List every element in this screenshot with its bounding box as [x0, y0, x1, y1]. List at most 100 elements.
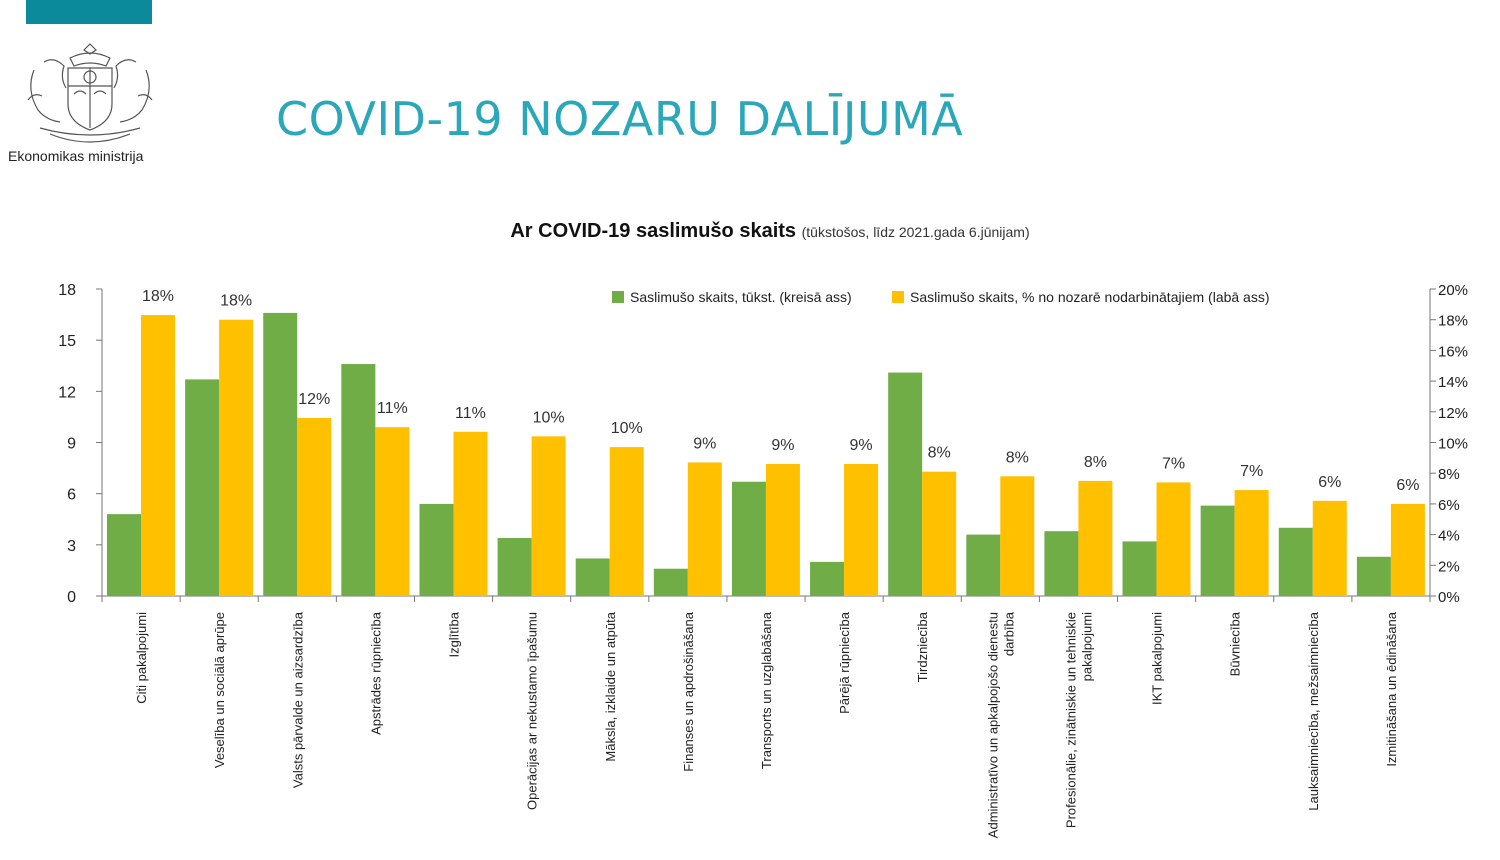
bar-infected-percent [687, 462, 722, 596]
left-tick-label: 9 [67, 436, 76, 453]
data-label-percent: 12% [298, 391, 330, 408]
bar-infected-count [1122, 541, 1157, 596]
category-label: Profesionālie, zinātniskie un tehniskie [1063, 612, 1078, 828]
bar-infected-count [966, 534, 1001, 596]
data-label-percent: 10% [533, 409, 565, 426]
right-tick-label: 0% [1438, 589, 1460, 606]
legend-swatch-infected-percent [892, 291, 904, 303]
category-label: Citi pakalpojumi [134, 612, 149, 704]
right-tick-label: 2% [1438, 558, 1460, 575]
bar-infected-count [731, 481, 766, 596]
left-tick-label: 6 [67, 487, 76, 504]
page-title: COVID-19 NOZARU DALĪJUMĀ [276, 92, 964, 146]
right-tick-label: 14% [1438, 374, 1468, 391]
bar-infected-count [185, 379, 220, 596]
data-label-percent: 11% [455, 405, 486, 422]
category-label: Pārējā rūpniecība [837, 611, 852, 714]
bar-infected-percent [1078, 480, 1113, 596]
right-tick-label: 16% [1438, 343, 1468, 360]
data-label-percent: 10% [611, 420, 643, 437]
bar-infected-percent [1390, 503, 1425, 596]
bar-infected-count [497, 538, 532, 596]
bar-infected-count [1356, 556, 1391, 596]
bar-infected-percent [219, 319, 254, 596]
category-label: Māksla, izklaide un atpūta [603, 611, 618, 761]
bar-infected-count [341, 364, 376, 596]
category-label: IKT pakalpojumi [1150, 612, 1165, 705]
bar-infected-percent [765, 463, 800, 596]
data-label-percent: 8% [928, 445, 951, 462]
legend-label-infected-count: Saslimušo skaits, tūkst. (kreisā ass) [630, 289, 852, 305]
right-tick-label: 4% [1438, 528, 1460, 545]
category-label: darbība [1001, 611, 1016, 656]
bar-infected-percent [844, 463, 879, 596]
bar-infected-percent [1156, 482, 1191, 596]
category-label: Veselība un sociālā aprūpe [212, 612, 227, 768]
bar-infected-count [888, 372, 923, 596]
bar-infected-percent [297, 417, 332, 596]
category-label: Valsts pārvalde un aizsardzība [290, 611, 305, 788]
legend-label-infected-percent: Saslimušo skaits, % no nozarē nodarbināt… [910, 289, 1270, 305]
chart-title: Ar COVID-19 saslimušo skaits [510, 220, 797, 242]
bar-infected-count [263, 312, 298, 596]
bar-infected-percent [1312, 500, 1347, 596]
data-label-percent: 7% [1162, 455, 1185, 472]
coat-of-arms-emblem [27, 43, 153, 143]
right-tick-label: 20% [1438, 282, 1468, 299]
data-label-percent: 8% [1084, 454, 1107, 471]
ministry-name: Ekonomikas ministrija [8, 148, 144, 164]
data-label-percent: 9% [771, 437, 794, 454]
bar-infected-count [1044, 531, 1079, 596]
right-tick-label: 18% [1438, 313, 1468, 330]
category-label: pakalpojumi [1079, 612, 1094, 681]
data-label-percent: 7% [1240, 463, 1263, 480]
bar-infected-percent [141, 315, 175, 596]
bar-infected-count [653, 568, 688, 596]
left-tick-label: 15 [58, 333, 76, 350]
data-label-percent: 6% [1318, 474, 1341, 491]
data-label-percent: 18% [142, 288, 174, 305]
bar-infected-percent [609, 447, 644, 596]
left-tick-label: 12 [58, 384, 76, 401]
category-label: Lauksaimniecība, mežsaimniecība [1306, 611, 1321, 810]
right-tick-label: 12% [1438, 405, 1468, 422]
category-label: Transports un uzglabāšana [759, 611, 774, 769]
bar-infected-count [575, 558, 610, 596]
category-label: Būvniecība [1228, 611, 1243, 676]
bar-infected-count [1200, 505, 1235, 596]
category-label: Administratīvo un apkalpojošo dienestu [985, 612, 1000, 838]
data-label-percent: 18% [220, 293, 252, 310]
right-tick-label: 8% [1438, 466, 1460, 483]
right-tick-label: 10% [1438, 436, 1468, 453]
bar-infected-count [810, 561, 845, 596]
data-label-percent: 11% [377, 400, 408, 417]
category-label: Izmitināšana un ēdināšana [1384, 611, 1399, 766]
bar-infected-percent [375, 427, 410, 596]
data-label-percent: 9% [849, 437, 872, 454]
category-label: Finanses un apdrošināšana [681, 611, 696, 771]
left-tick-label: 0 [67, 589, 76, 606]
bar-infected-percent [1000, 476, 1035, 596]
chart-title-block: Ar COVID-19 saslimušo skaits (tūkstošos,… [0, 220, 1500, 243]
category-label: Apstrādes rūpniecība [368, 611, 383, 735]
data-label-percent: 9% [693, 435, 716, 452]
legend-swatch-infected-count [612, 291, 624, 303]
category-label: Operācijas ar nekustamo īpašumu [525, 612, 540, 810]
chart-subtitle: (tūkstošos, līdz 2021.gada 6.jūnijam) [801, 224, 1030, 240]
left-tick-label: 18 [58, 282, 76, 299]
category-label: Tirdzniecība [915, 611, 930, 682]
data-label-percent: 6% [1396, 477, 1419, 494]
left-tick-label: 3 [67, 538, 76, 555]
brand-bar [26, 0, 152, 24]
bar-infected-percent [1234, 490, 1269, 596]
bar-infected-percent [922, 471, 957, 596]
bar-infected-count [419, 503, 454, 596]
category-label: Izglītība [447, 611, 462, 657]
bar-infected-percent [531, 436, 566, 596]
bar-infected-count [1278, 527, 1313, 596]
bar-infected-count [107, 514, 141, 596]
bar-infected-percent [453, 431, 488, 596]
data-label-percent: 8% [1006, 449, 1029, 466]
right-tick-label: 6% [1438, 497, 1460, 514]
